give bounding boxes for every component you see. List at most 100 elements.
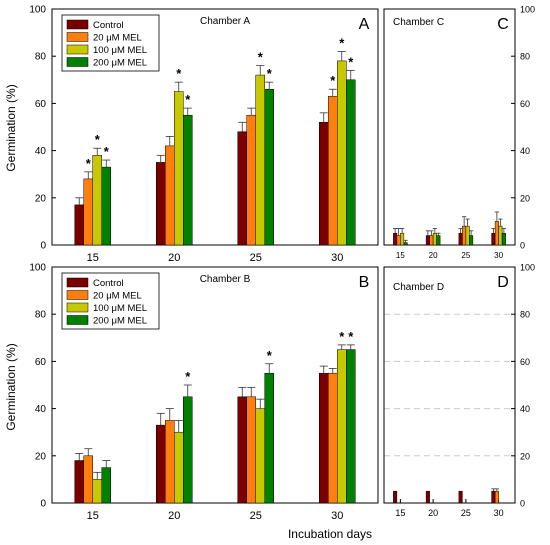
bar-a-15-2 (92, 155, 102, 246)
x-tick-label: 20 (429, 251, 438, 260)
bar-a-30-2 (337, 60, 347, 246)
bar-a-15-1 (83, 178, 93, 246)
legend-swatch (66, 57, 89, 67)
bar-b-15-1 (83, 455, 93, 504)
bar-c-30-2 (498, 225, 503, 246)
panel-letter: B (359, 274, 370, 291)
y-tick-label: 40 (520, 146, 530, 156)
bar-c-20-2 (432, 232, 437, 246)
y-tick-label: 40 (35, 404, 47, 415)
bar-b-30-1 (328, 372, 338, 504)
y-axis-label-bottom: Germination (%) (4, 343, 18, 430)
bar-c-15-3 (403, 242, 408, 246)
bar-c-30-1 (494, 221, 499, 246)
bar-d-25-0 (458, 490, 463, 504)
x-tick-label: 20 (428, 508, 438, 518)
y-tick-label: 20 (35, 193, 47, 204)
bar-a-25-0 (237, 131, 247, 246)
bar-c-30-3 (501, 232, 506, 246)
significance-star: * (258, 50, 264, 65)
bar-c-25-1 (462, 225, 467, 246)
y-tick-label: 0 (40, 241, 46, 252)
panel-subtitle: Chamber B (200, 274, 251, 285)
y-tick-label: 20 (520, 193, 530, 203)
y-tick-label: 80 (520, 310, 530, 320)
bar-c-30-0 (491, 232, 496, 246)
y-tick-label: 100 (520, 5, 535, 15)
bar-a-20-2 (174, 91, 184, 246)
panel-subtitle: Chamber D (393, 282, 444, 293)
significance-star: * (339, 35, 345, 50)
legend-swatch (66, 315, 89, 325)
significance-star: * (348, 54, 354, 69)
bar-a-30-0 (319, 122, 329, 246)
bar-a-25-2 (255, 74, 265, 246)
x-tick-label: 25 (250, 510, 262, 522)
legend-label: 200 μM MEL (93, 316, 147, 327)
bar-c-20-3 (436, 235, 441, 246)
y-tick-label: 40 (520, 404, 530, 414)
bar-d-20-0 (425, 490, 430, 504)
legend-swatch (66, 302, 89, 313)
y-tick-label: 20 (35, 451, 47, 462)
legend-label: Control (93, 278, 124, 289)
significance-star: * (95, 132, 101, 147)
significance-star: * (339, 329, 345, 344)
bar-c-25-0 (458, 232, 463, 246)
y-tick-label: 80 (35, 310, 47, 321)
bar-b-20-0 (156, 424, 166, 504)
legend-swatch (66, 19, 89, 30)
y-tick-label: 100 (29, 263, 46, 274)
x-tick-label: 30 (331, 252, 343, 264)
bar-b-15-2 (92, 479, 102, 504)
y-tick-label: 60 (520, 99, 530, 109)
bar-b-30-3 (346, 349, 356, 504)
y-tick-label: 40 (35, 146, 47, 157)
panel-letter: C (497, 16, 509, 33)
x-tick-label: 25 (250, 252, 262, 264)
bar-a-20-1 (165, 145, 175, 246)
y-tick-label: 100 (29, 5, 46, 16)
significance-star: * (86, 156, 92, 171)
panel-d: 0 20 40 60 80 100 15 20 25 30 Chamber D D (383, 263, 535, 518)
y-tick-label: 80 (520, 52, 530, 62)
y-tick-label: 60 (35, 357, 47, 368)
bar-a-25-3 (264, 88, 274, 246)
bar-d-30-0 (491, 490, 496, 504)
significance-star: * (176, 66, 182, 81)
x-tick-label: 15 (396, 251, 405, 260)
y-tick-label: 0 (40, 499, 46, 510)
bar-d-15-0 (393, 490, 398, 504)
panel-subtitle: Chamber A (200, 16, 250, 27)
bar-a-30-3 (346, 79, 356, 246)
bar-b-25-3 (264, 372, 274, 504)
significance-star: * (104, 144, 110, 159)
bar-c-25-2 (465, 225, 470, 246)
bar-b-20-3 (183, 396, 193, 504)
panel-c: 0 20 40 60 80 100 15 20 25 30 Chamber C C (383, 5, 535, 260)
y-tick-label: 80 (35, 52, 47, 63)
bar-b-20-1 (165, 420, 175, 504)
legend-swatch (66, 44, 89, 55)
legend-swatch (66, 32, 89, 42)
x-tick-label: 30 (331, 510, 343, 522)
bar-a-20-3 (183, 114, 193, 246)
bar-b-30-2 (337, 349, 347, 504)
bar-a-20-0 (156, 162, 166, 246)
plot-frame (383, 266, 516, 504)
y-tick-label: 100 (520, 263, 535, 273)
significance-star: * (267, 66, 273, 81)
significance-star: * (267, 348, 273, 363)
x-tick-label: 15 (87, 510, 99, 522)
bar-c-25-3 (469, 235, 474, 246)
bar-c-15-2 (400, 232, 405, 246)
x-tick-label: 25 (461, 508, 471, 518)
panel-letter: A (359, 16, 370, 33)
bar-b-30-0 (319, 372, 329, 504)
x-tick-label: 15 (87, 252, 99, 264)
legend-label: 20 μM MEL (93, 291, 142, 302)
